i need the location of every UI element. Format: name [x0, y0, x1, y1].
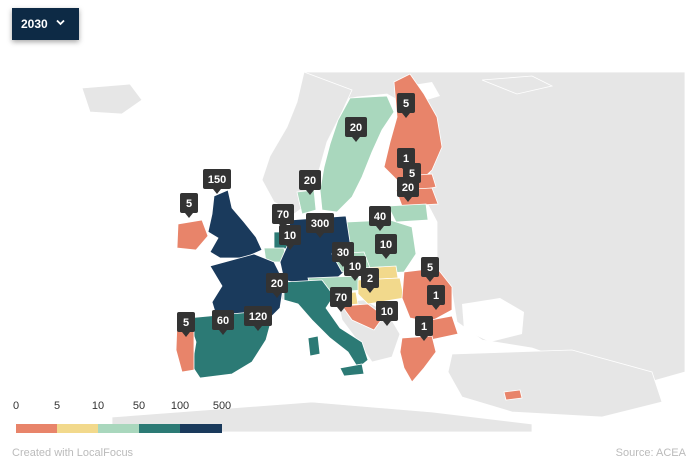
- marker-label: 300: [311, 218, 329, 230]
- marker-spain[interactable]: 60: [212, 310, 234, 335]
- marker-poland[interactable]: 10: [375, 234, 397, 259]
- legend-bin-5-10: [57, 424, 98, 433]
- marker-label: 20: [304, 175, 316, 187]
- marker-label: 10: [381, 306, 393, 318]
- legend-bin-0-5: [16, 424, 57, 433]
- marker-label: 40: [374, 211, 386, 223]
- marker-label: 70: [277, 209, 289, 221]
- marker-label: 10: [380, 239, 392, 251]
- marker-romania[interactable]: 5: [421, 257, 439, 282]
- country-croatia: [341, 303, 385, 331]
- legend-bin-50-100: [139, 424, 180, 433]
- marker-label: 5: [409, 168, 415, 180]
- marker-label: 1: [403, 153, 409, 165]
- country-ireland: [176, 219, 209, 251]
- marker-bulgaria[interactable]: 1: [427, 285, 445, 310]
- marker-label: 70: [335, 292, 347, 304]
- legend-bin-10-50: [98, 424, 139, 433]
- marker-sweden[interactable]: 20: [345, 117, 367, 142]
- marker-ireland[interactable]: 5: [180, 193, 198, 218]
- marker-lithuania[interactable]: 40: [369, 206, 391, 231]
- credit-link[interactable]: Created with LocalFocus: [12, 447, 134, 459]
- marker-belgium[interactable]: 70: [272, 204, 294, 229]
- black-sea: [462, 298, 524, 342]
- country-cyprus: [503, 389, 523, 401]
- marker-uk[interactable]: 150: [203, 169, 231, 194]
- legend-tick: 5: [53, 400, 61, 412]
- country-sardinia: [307, 335, 321, 357]
- marker-portugal[interactable]: 5: [177, 312, 195, 337]
- marker-label: 5: [186, 198, 192, 210]
- legend-tick: 50: [132, 400, 146, 412]
- source-label: Source: ACEA: [615, 447, 686, 459]
- marker-finland-north[interactable]: 5: [397, 93, 415, 118]
- country-sweden: [319, 95, 395, 213]
- marker-slovakia[interactable]: 10: [344, 256, 366, 281]
- marker-hungary[interactable]: 2: [361, 268, 379, 293]
- legend-bin-100-500: [180, 424, 222, 433]
- marker-label: 2: [367, 273, 373, 285]
- marker-italy[interactable]: 70: [330, 287, 352, 312]
- marker-label: 150: [208, 174, 226, 186]
- marker-latvia[interactable]: 20: [397, 177, 419, 202]
- marker-label: 20: [402, 182, 414, 194]
- marker-label: 60: [217, 315, 229, 327]
- europe-map[interactable]: 5 150 70 10 300 20 20 5: [12, 72, 685, 432]
- marker-netherlands[interactable]: 10: [279, 225, 301, 250]
- marker-label: 1: [421, 321, 427, 333]
- marker-croatia[interactable]: 10: [376, 301, 398, 326]
- marker-label: 10: [349, 261, 361, 273]
- marker-spain-north[interactable]: 120: [244, 306, 272, 331]
- value-markers: 5 150 70 10 300 20 20 5: [177, 93, 445, 341]
- year-dropdown-value: 2030: [21, 17, 48, 31]
- marker-germany[interactable]: 300: [306, 213, 334, 238]
- marker-greece[interactable]: 1: [415, 316, 433, 341]
- year-dropdown[interactable]: 2030: [12, 8, 79, 40]
- marker-label: 5: [403, 98, 409, 110]
- marker-label: 20: [271, 278, 283, 290]
- marker-label: 5: [427, 262, 433, 274]
- marker-label: 20: [350, 122, 362, 134]
- country-greece: [399, 335, 437, 383]
- legend-tick: 500: [212, 400, 232, 412]
- legend-tick: 0: [12, 400, 20, 412]
- legend-tick: 100: [170, 400, 190, 412]
- legend-tick: 10: [91, 400, 105, 412]
- marker-label: 1: [433, 290, 439, 302]
- country-lithuania: [387, 203, 429, 223]
- color-legend: 0 5 10 50 100 500: [12, 400, 234, 436]
- marker-label: 10: [284, 230, 296, 242]
- marker-label: 120: [249, 311, 267, 323]
- country-sicily: [339, 363, 365, 377]
- marker-label: 5: [183, 317, 189, 329]
- chevron-down-icon: [56, 19, 65, 26]
- marker-denmark[interactable]: 20: [299, 170, 321, 195]
- marker-france[interactable]: 20: [266, 273, 288, 298]
